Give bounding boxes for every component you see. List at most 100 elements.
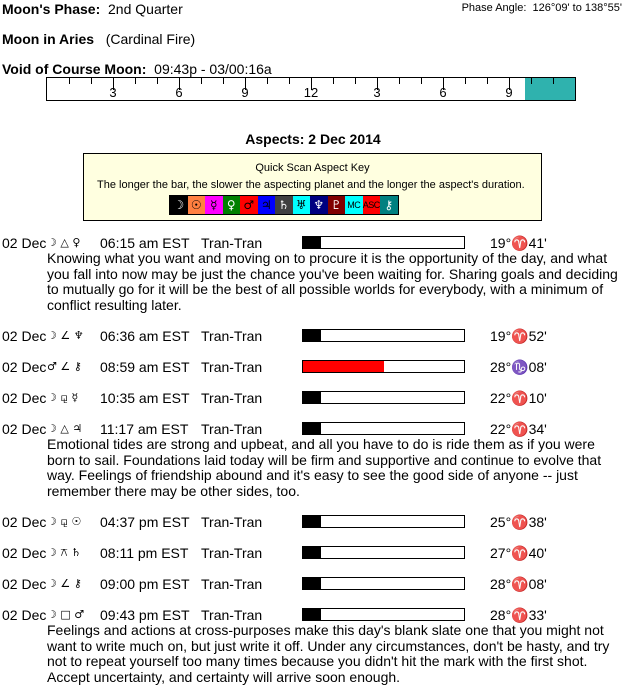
aspect-duration-fill <box>303 237 321 248</box>
aspect-duration-fill <box>303 423 321 434</box>
aspect-type: Tran-Tran <box>201 607 263 623</box>
aspect-glyphs: ☽ ∠ ⚷ <box>47 577 82 590</box>
aspects-title: Aspects: 2 Dec 2014 <box>245 131 381 147</box>
aspect-entry: 02 Dec ♂ ∠ ⚷ 08:59 am EST Tran-Tran 28°♑08' <box>0 359 626 375</box>
aspect-row: 02 Dec ☽ ⚻ ♄ 08:11 pm EST Tran-Tran 27°♈40' <box>0 545 626 561</box>
timeline-tick <box>487 78 488 84</box>
timeline-tick <box>201 78 202 84</box>
timeline-tick <box>509 78 510 90</box>
chiron-icon: ⚷ <box>380 196 398 214</box>
aspect-key-title: Quick Scan Aspect Key <box>255 162 370 174</box>
aspect-duration-bar <box>302 329 465 342</box>
aspect-row: 02 Dec ☽ ⚼ ☿ 10:35 am EST Tran-Tran 22°♈10' <box>0 390 626 406</box>
aspect-time: 09:00 pm EST <box>100 576 190 592</box>
aspect-entry: 02 Dec ☽ ⚼ ☉ 04:37 pm EST Tran-Tran 25°♈38' <box>0 514 626 530</box>
moon-sign: Moon in Aries (Cardinal Fire) <box>2 31 195 47</box>
timeline-tick <box>289 78 290 84</box>
planet-key: ☽ ☉ ☿ ♀ ♂ ♃ ♄ ♅ ♆ ♇ MC ASC ⚷ <box>169 195 399 215</box>
aspect-date: 02 Dec <box>2 359 47 375</box>
aspect-time: 04:37 pm EST <box>100 514 190 530</box>
aspect-position: 25°♈38' <box>490 514 547 530</box>
saturn-icon: ♄ <box>275 196 293 214</box>
aspect-type: Tran-Tran <box>201 421 263 437</box>
aspect-duration-bar <box>302 360 465 373</box>
aspect-date: 02 Dec <box>2 545 47 561</box>
aspect-entry: 02 Dec ☽ ∠ ⚷ 09:00 pm EST Tran-Tran 28°♈08' <box>0 576 626 592</box>
asc-icon: ASC <box>362 196 381 214</box>
aspect-row: 02 Dec ☽ □ ♂ 09:43 pm EST Tran-Tran 28°♈33' <box>0 607 626 623</box>
aspect-row: 02 Dec ☽ ∠ ⚷ 09:00 pm EST Tran-Tran 28°♈08' <box>0 576 626 592</box>
aspect-row: 02 Dec ☽ ⚼ ☉ 04:37 pm EST Tran-Tran 25°♈38' <box>0 514 626 530</box>
timeline-tick <box>179 78 180 90</box>
timeline-tick <box>135 78 136 84</box>
moon-sign-element: (Cardinal Fire) <box>105 31 196 47</box>
timeline-hour-label: 12 <box>303 85 319 100</box>
aspect-position: 28°♈33' <box>490 607 547 623</box>
aspect-description: Feelings and actions at cross-purposes m… <box>47 622 610 685</box>
void-value: 09:43p - 03/00:16a <box>154 61 272 77</box>
void-of-course: Void of Course Moon: 09:43p - 03/00:16a <box>2 61 272 77</box>
aspect-time: 09:43 pm EST <box>100 607 190 623</box>
timeline-tick <box>465 78 466 84</box>
aspect-description: Emotional tides are strong and upbeat, a… <box>47 436 602 499</box>
asc-glyph: ASC <box>362 200 381 210</box>
mc-glyph: MC <box>347 200 361 210</box>
phase-angle-value: 126°09' to 138°55' <box>532 2 622 14</box>
aspect-position: 19°♈52' <box>490 328 547 344</box>
timeline-tick <box>399 78 400 84</box>
timeline-tick <box>421 78 422 84</box>
aspect-date: 02 Dec <box>2 421 47 437</box>
aspect-duration-bar <box>302 391 465 404</box>
sun-icon: ☉ <box>187 196 205 214</box>
aspect-duration-bar <box>302 236 465 249</box>
aspect-date: 02 Dec <box>2 390 47 406</box>
jupiter-icon: ♃ <box>257 196 275 214</box>
aspect-glyphs: ☽ □ ♂ <box>47 608 85 621</box>
aspect-glyphs: ☽ △ ♀ <box>47 236 81 249</box>
timeline-tick <box>531 78 532 84</box>
aspect-date: 02 Dec <box>2 576 47 592</box>
aspect-time: 10:35 am EST <box>100 390 190 406</box>
aspect-description: Knowing what you want and moving on to p… <box>47 250 618 313</box>
aspect-key-description: The longer the bar, the slower the aspec… <box>97 179 525 191</box>
aspect-date: 02 Dec <box>2 328 47 344</box>
moon-phase-label: Moon's Phase: <box>2 1 101 17</box>
mars-icon: ♂ <box>240 196 258 214</box>
aspect-list: 02 Dec ☽ △ ♀ 06:15 am EST Tran-Tran 19°♈41' K… <box>0 235 626 700</box>
void-period-fill <box>524 78 575 100</box>
moon-glyph: ☽ <box>173 198 185 212</box>
aspect-type: Tran-Tran <box>201 514 263 530</box>
timeline-tick <box>157 78 158 84</box>
aspect-type: Tran-Tran <box>201 328 263 344</box>
timeline-tick <box>267 78 268 84</box>
aspect-duration-bar <box>302 546 465 559</box>
aspect-duration-fill <box>303 392 321 403</box>
aspect-row: 02 Dec ♂ ∠ ⚷ 08:59 am EST Tran-Tran 28°♑08' <box>0 359 626 375</box>
aspect-duration-fill <box>303 578 321 589</box>
phase-angle-label: Phase Angle: <box>461 2 527 14</box>
aspect-glyphs: ☽ ⚼ ☉ <box>47 515 82 528</box>
aspect-time: 06:36 am EST <box>100 328 190 344</box>
timeline-tick <box>355 78 356 84</box>
aspect-date: 02 Dec <box>2 514 47 530</box>
neptune-icon: ♆ <box>310 196 328 214</box>
sun-glyph: ☉ <box>190 198 202 212</box>
moon-phase: Moon's Phase: 2nd Quarter <box>2 1 183 17</box>
aspect-date: 02 Dec <box>2 607 47 623</box>
moon-sign-label: Moon in Aries <box>2 31 95 47</box>
timeline-tick <box>333 78 334 84</box>
aspect-time: 08:59 am EST <box>100 359 190 375</box>
aspect-glyphs: ☽ ∠ ♆ <box>47 329 84 342</box>
aspect-type: Tran-Tran <box>201 359 263 375</box>
aspect-entry: 02 Dec ☽ ⚼ ☿ 10:35 am EST Tran-Tran 22°♈10' <box>0 390 626 406</box>
aspect-duration-bar <box>302 577 465 590</box>
aspect-position: 22°♈34' <box>490 421 547 437</box>
aspect-type: Tran-Tran <box>201 235 263 251</box>
aspect-row: 02 Dec ☽ △ ♃ 11:17 am EST Tran-Tran 22°♈34' <box>0 421 626 437</box>
aspect-row: 02 Dec ☽ △ ♀ 06:15 am EST Tran-Tran 19°♈41' <box>0 235 626 251</box>
aspect-position: 28°♑08' <box>490 359 547 375</box>
aspect-duration-fill <box>303 516 321 527</box>
aspect-entry: 02 Dec ☽ ∠ ♆ 06:36 am EST Tran-Tran 19°♈52' <box>0 328 626 344</box>
aspect-glyphs: ☽ ⚻ ♄ <box>47 546 82 559</box>
aspect-entry: 02 Dec ☽ △ ♀ 06:15 am EST Tran-Tran 19°♈41' K… <box>0 235 626 313</box>
